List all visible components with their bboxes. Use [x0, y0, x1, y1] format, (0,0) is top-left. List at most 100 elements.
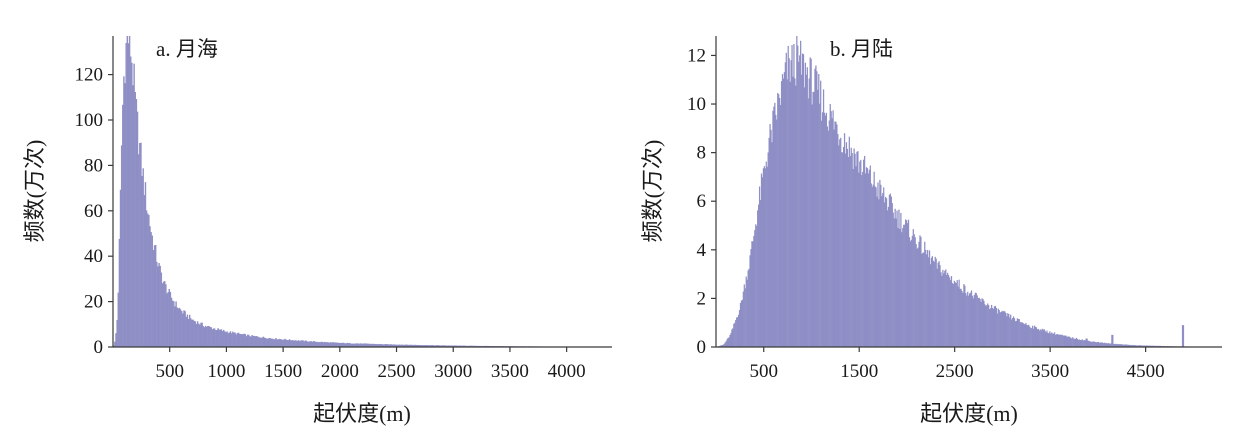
histogram-bar — [758, 186, 761, 347]
histogram-bar — [845, 142, 848, 347]
histogram-bar — [930, 257, 933, 347]
histogram-bar — [877, 182, 879, 347]
histogram-bar — [188, 314, 191, 347]
histogram-bar — [1011, 318, 1014, 347]
histogram-bar — [953, 280, 955, 347]
histogram-bar — [929, 264, 932, 347]
histogram-bar — [1048, 333, 1050, 347]
histogram-bar — [749, 255, 751, 347]
histogram-bar — [871, 186, 873, 347]
histogram-bar — [402, 344, 404, 347]
histogram-bar — [1076, 339, 1079, 347]
histogram-bar — [720, 345, 723, 347]
histogram-bar — [751, 241, 753, 347]
histogram-bar — [429, 345, 431, 347]
histogram-bar — [1125, 344, 1127, 347]
histogram-bar — [1046, 330, 1048, 347]
histogram-bar — [270, 338, 273, 347]
x-tick-label: 4500 — [1127, 361, 1165, 382]
histogram-bar — [455, 345, 457, 347]
histogram-bar — [1133, 345, 1135, 347]
histogram-bar — [116, 319, 118, 347]
histogram-bar — [1036, 329, 1039, 347]
histogram-bar — [864, 173, 867, 347]
histogram-bar — [863, 155, 866, 347]
histogram-bar — [894, 208, 896, 347]
histogram-bar — [854, 153, 856, 347]
histogram-bar — [779, 97, 781, 347]
histogram-bar — [405, 344, 408, 347]
histogram-bar — [432, 345, 435, 347]
histogram-bar — [1065, 335, 1067, 347]
histogram-bar — [748, 268, 750, 347]
histogram-bar — [114, 341, 116, 347]
histogram-bar — [119, 189, 122, 347]
histogram-bar — [788, 58, 790, 347]
histogram-bar — [835, 121, 837, 348]
histogram-bar — [789, 81, 791, 348]
histogram-bar — [969, 293, 971, 347]
histogram-bar — [1075, 337, 1078, 347]
histogram-bar — [365, 343, 368, 347]
histogram-bar — [1102, 343, 1104, 347]
histogram-bar — [1110, 343, 1112, 347]
histogram-bar — [951, 283, 954, 347]
histogram-bar — [353, 343, 355, 347]
histogram-bar — [875, 187, 877, 347]
histogram-bar — [843, 133, 846, 347]
histogram-bar — [201, 322, 203, 347]
histogram-bar — [460, 345, 462, 347]
histogram-bar — [213, 328, 216, 347]
histogram-bar — [790, 60, 792, 347]
histogram-bar — [170, 297, 173, 347]
histogram-bar — [1037, 328, 1039, 347]
histogram-bar — [760, 173, 763, 347]
histogram-bar — [436, 345, 438, 347]
histogram-bar — [470, 345, 472, 347]
histogram-bar — [454, 345, 456, 347]
histogram-bar — [333, 342, 335, 347]
histogram-bar — [880, 184, 882, 347]
histogram-bar — [1116, 343, 1119, 347]
chart-title-b: b. 月陆 — [830, 37, 893, 61]
histogram-bar — [747, 270, 749, 347]
histogram-bar — [798, 61, 800, 348]
histogram-bar — [1052, 333, 1054, 347]
histogram-bar — [1113, 344, 1115, 347]
histogram-bar — [164, 281, 166, 347]
histogram-bar — [245, 336, 248, 347]
histogram-bar — [247, 334, 250, 347]
histogram-bar — [397, 344, 400, 347]
histogram-bar — [457, 345, 460, 347]
histogram-bar — [784, 62, 786, 348]
y-tick-label: 60 — [84, 201, 103, 222]
histogram-bar — [1127, 344, 1129, 347]
histogram-bar — [765, 161, 767, 347]
histogram-bar — [171, 300, 174, 347]
histogram-bar — [872, 184, 874, 347]
histogram-bar — [123, 76, 125, 348]
histogram-bar — [955, 283, 957, 347]
histogram-bar — [385, 344, 387, 347]
histogram-bar — [143, 195, 146, 347]
histogram-bar — [342, 342, 344, 347]
histogram-bar — [130, 56, 132, 348]
histogram-bar — [373, 344, 376, 347]
histogram-bar — [419, 344, 421, 347]
histogram-bar — [183, 310, 185, 347]
histogram-bar — [152, 250, 155, 347]
histogram-bar — [733, 323, 735, 347]
histogram-bar — [413, 344, 415, 347]
histogram-bar — [311, 341, 313, 347]
histogram-bar — [412, 344, 414, 347]
histogram-bar — [194, 321, 197, 347]
histogram-bar — [381, 344, 384, 347]
histogram-bar — [186, 314, 189, 347]
histogram-bar — [915, 244, 917, 347]
histogram-bar — [787, 45, 789, 347]
histogram-bar — [982, 299, 984, 347]
x-tick-label: 1000 — [207, 361, 245, 382]
histogram-bar — [1115, 343, 1117, 347]
histogram-bar — [731, 329, 733, 347]
histogram-bar — [1004, 311, 1006, 347]
